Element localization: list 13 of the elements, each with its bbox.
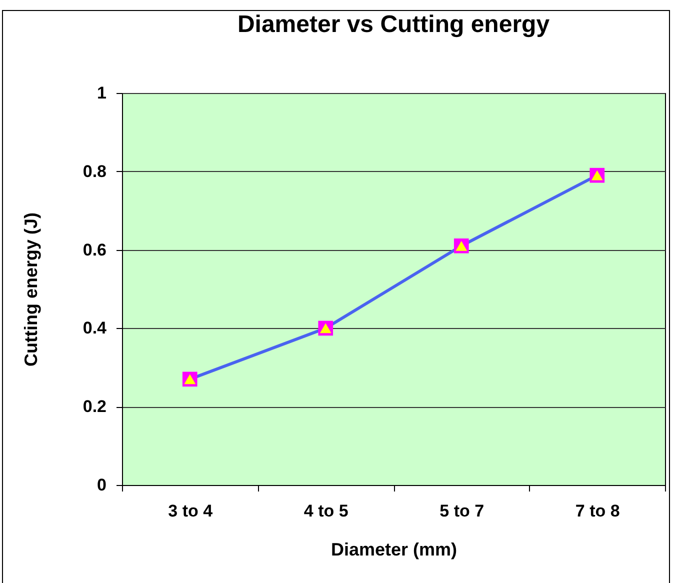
x-tick-label: 4 to 5	[304, 502, 348, 520]
y-axis-title: Cutting energy (J)	[20, 212, 41, 367]
x-tick-label: 5 to 7	[440, 502, 484, 520]
x-axis-title: Diameter (mm)	[330, 540, 458, 560]
y-tick-label: 0.2	[82, 397, 106, 416]
y-tick-label: 0	[97, 476, 106, 494]
y-tick-label: 0.8	[82, 162, 106, 181]
x-tick-label: 7 to 8	[575, 502, 620, 520]
y-tick-label: 0.4	[82, 318, 108, 338]
y-tick-label: 1	[97, 84, 106, 102]
chart-title: Diameter vs Cutting energy	[237, 11, 550, 38]
y-tick-label: 0.6	[82, 240, 106, 260]
x-tick-label: 3 to 4	[168, 502, 214, 520]
